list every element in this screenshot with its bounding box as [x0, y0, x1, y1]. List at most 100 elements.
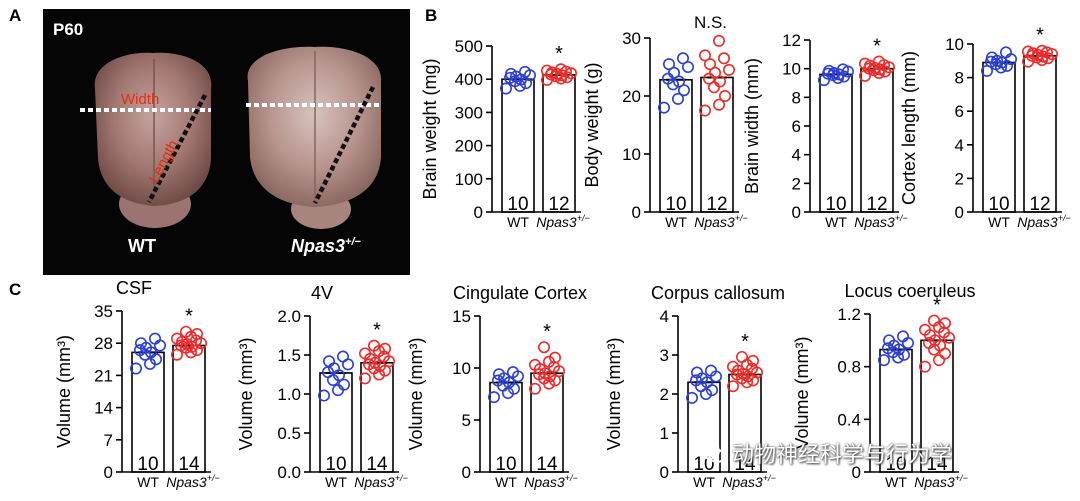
brain-photo-drawing: P60 Width Length WT Npas3+/−: [53, 20, 382, 256]
cingulate-cortex-point-wt: [487, 391, 500, 404]
body-weight-ytick-label: 30: [622, 29, 641, 48]
locus-coeruleus-point-npas3: [927, 314, 940, 327]
photo-npas3-label: Npas3+/−: [291, 236, 362, 256]
cortex-length-point-npas3: [1021, 45, 1034, 58]
brain-width-point-npas3: [858, 57, 871, 70]
csf-n-label: 14: [178, 454, 200, 475]
body-weight-point-npas3: [698, 49, 711, 62]
body-weight-ytick-label: 0: [632, 203, 641, 222]
cortex-length-ytick-label: 8: [955, 69, 964, 88]
4v-point-wt: [337, 378, 350, 391]
locus-coeruleus-point-npas3: [918, 360, 931, 373]
csf-point-wt: [134, 344, 147, 357]
cingulate-cortex-ytick-label: 5: [462, 411, 471, 430]
locus-coeruleus-title: Locus coeruleus: [844, 281, 975, 301]
csf-point-npas3: [171, 332, 184, 345]
cingulate-cortex-point-npas3: [528, 358, 541, 371]
body-weight-point-npas3: [722, 63, 735, 76]
cingulate-cortex-point-wt: [506, 366, 519, 379]
body-weight-point-wt: [681, 60, 694, 73]
locus-coeruleus-point-npas3: [918, 323, 931, 336]
corpus-callosum-ylabel: Volume (mm³): [604, 337, 624, 450]
cingulate-cortex-ytick-label: 15: [452, 307, 471, 326]
brain-weight-ytick-label: 500: [455, 37, 483, 56]
cortex-length-point-wt: [999, 46, 1012, 59]
locus-coeruleus-xlabel-wt: WT: [885, 474, 907, 490]
brain-width-ytick-label: 12: [782, 31, 801, 50]
cortex-length-xlabel-wt: WT: [988, 214, 1010, 230]
brain-width-ytick-label: 2: [792, 174, 801, 193]
body-weight-point-wt: [662, 58, 675, 71]
brain-weight-bar-wt: [501, 78, 535, 213]
brain-weight-ytick-label: 100: [455, 170, 483, 189]
cingulate-cortex-point-wt: [491, 374, 504, 387]
cingulate-cortex-ytick-label: 10: [452, 359, 471, 378]
brain-weight-xlabel-wt: WT: [507, 214, 529, 230]
4v-n-label: 10: [325, 454, 346, 475]
watermark-text: 动物神经科学与行为学: [732, 443, 953, 468]
cingulate-cortex-point-npas3: [548, 351, 561, 364]
body-weight-point-wt: [671, 92, 684, 105]
cingulate-cortex-ytick-label: 0: [462, 463, 471, 482]
locus-coeruleus-point-wt: [877, 354, 890, 367]
csf-xlabel-npas3: Npas3+/−: [166, 473, 219, 490]
panel-label-c: C: [9, 280, 22, 299]
brain-weight-point-npas3: [564, 67, 577, 80]
csf-point-wt: [130, 362, 143, 375]
corpus-callosum-point-wt: [685, 391, 698, 404]
body-weight-point-npas3: [713, 75, 726, 88]
brain-width-bar-wt: [819, 73, 853, 213]
brain-width-ylabel: Brain width (mm): [742, 58, 762, 194]
locus-coeruleus-significance: *: [933, 295, 941, 317]
4v-point-npas3: [367, 339, 380, 352]
body-weight-point-npas3: [698, 104, 711, 117]
body-weight-n-label: 12: [706, 194, 727, 215]
corpus-callosum-ytick-label: 0: [660, 463, 669, 482]
locus-coeruleus-point-npas3: [938, 317, 951, 330]
brain-width-significance: *: [873, 36, 881, 58]
brain-weight-n-label: 12: [548, 194, 569, 215]
cortex-length-ytick-label: 10: [945, 35, 964, 54]
csf-ytick-label: 0: [104, 463, 113, 482]
4v-ytick-label: 0.5: [277, 424, 301, 443]
brain-weight-point-wt: [518, 65, 531, 78]
cingulate-cortex-point-npas3: [528, 382, 541, 395]
locus-coeruleus-point-wt: [881, 342, 894, 355]
csf-point-npas3: [191, 327, 204, 340]
cortex-length-point-npas3: [1041, 46, 1054, 59]
brain-width-xlabel-wt: WT: [825, 214, 847, 230]
cortex-length-xlabel-npas3: Npas3+/−: [1017, 213, 1070, 230]
body-weight-ytick-label: 10: [622, 145, 641, 164]
4v-point-wt: [317, 389, 330, 402]
brain-weight-ytick-label: 300: [455, 103, 483, 122]
cingulate-cortex-n-label: 14: [536, 454, 558, 475]
cingulate-cortex-xlabel-wt: WT: [495, 474, 517, 490]
brain-weight-ytick-label: 400: [455, 70, 483, 89]
cortex-length-n-label: 10: [988, 194, 1009, 215]
cingulate-cortex-point-wt: [492, 368, 505, 381]
cingulate-cortex-title: Cingulate Cortex: [453, 283, 587, 303]
corpus-callosum-xlabel-wt: WT: [693, 474, 715, 490]
panel-label-b: B: [425, 6, 438, 25]
locus-coeruleus-point-npas3: [922, 336, 935, 349]
4v-significance: *: [373, 320, 381, 342]
csf-xlabel-wt: WT: [137, 474, 159, 490]
body-weight-point-npas3: [708, 66, 721, 79]
cortex-length-n-label: 12: [1029, 194, 1050, 215]
brain-weight-xlabel-npas3: Npas3+/−: [536, 213, 589, 230]
4v-point-npas3: [358, 372, 371, 385]
cingulate-cortex-significance: *: [543, 321, 551, 343]
brain-width-n-label: 10: [825, 194, 846, 215]
locus-coeruleus-point-wt: [882, 334, 895, 347]
4v-n-label: 14: [366, 454, 388, 475]
cortex-length-bar-npas3: [1023, 54, 1057, 213]
cortex-length-ytick-label: 6: [955, 102, 964, 121]
corpus-callosum-ytick-label: 4: [660, 307, 669, 326]
csf-point-wt: [149, 332, 162, 345]
brain-weight-n-label: 10: [507, 194, 528, 215]
brain-width-point-wt: [836, 63, 849, 76]
cingulate-cortex-point-npas3: [537, 341, 550, 354]
body-weight-xlabel-npas3: Npas3+/−: [694, 213, 747, 230]
4v-point-wt: [322, 355, 335, 368]
